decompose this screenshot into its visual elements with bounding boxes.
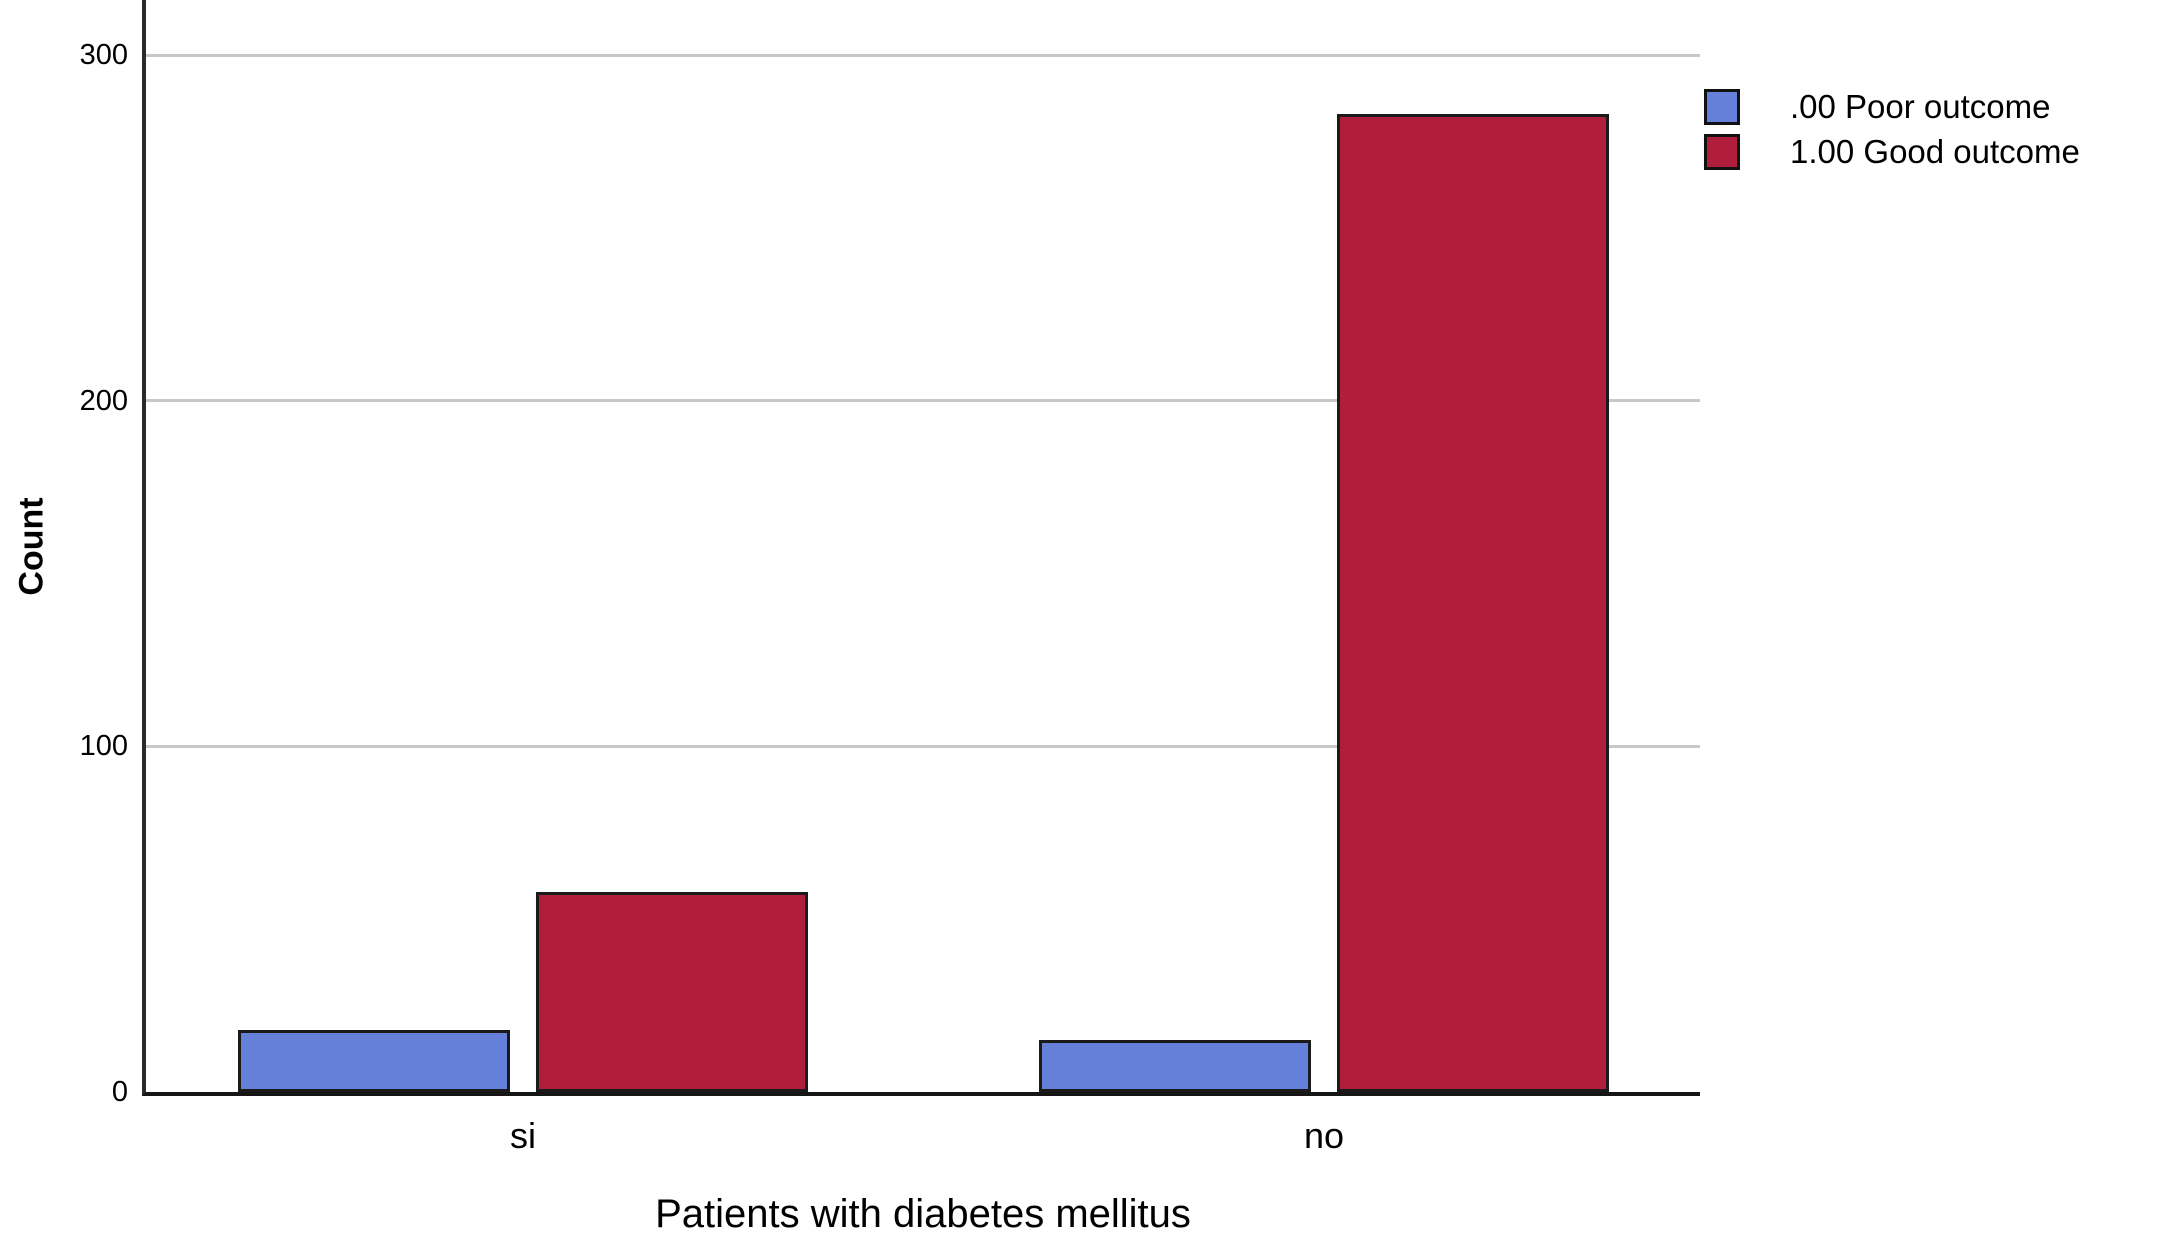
gridline-100 (146, 744, 1700, 748)
legend-item-good-outcome: 1.00 Good outcome (1704, 129, 2080, 174)
legend-swatch-good-outcome-icon (1704, 133, 1740, 170)
y-tick-label-200: 200 (79, 384, 128, 417)
x-axis-title: Patients with diabetes mellitus (655, 1192, 1191, 1236)
y-axis-title: Count (12, 497, 51, 596)
y-tick-label-300: 300 (79, 39, 128, 72)
gridline-200 (146, 399, 1700, 403)
bar-no-good-outcome (1337, 114, 1609, 1092)
legend-label-poor-outcome: .00 Poor outcome (1790, 88, 2051, 125)
legend-swatch-poor-outcome-icon (1704, 88, 1740, 125)
x-tick-label-si: si (510, 1115, 536, 1156)
y-tick-label-100: 100 (79, 730, 128, 763)
x-tick-label-no: no (1303, 1115, 1345, 1156)
gridline-300 (146, 53, 1700, 57)
bar-si-poor-outcome (238, 1030, 510, 1092)
bar-no-poor-outcome (1039, 1040, 1311, 1092)
legend-item-poor-outcome: .00 Poor outcome (1704, 84, 2080, 129)
bar-si-good-outcome (536, 892, 808, 1092)
legend-label-good-outcome: 1.00 Good outcome (1790, 133, 2080, 170)
y-tick-label-0: 0 (111, 1076, 128, 1108)
legend: .00 Poor outcome 1.00 Good outcome (1704, 84, 2080, 174)
plot-area (142, 0, 1700, 1096)
